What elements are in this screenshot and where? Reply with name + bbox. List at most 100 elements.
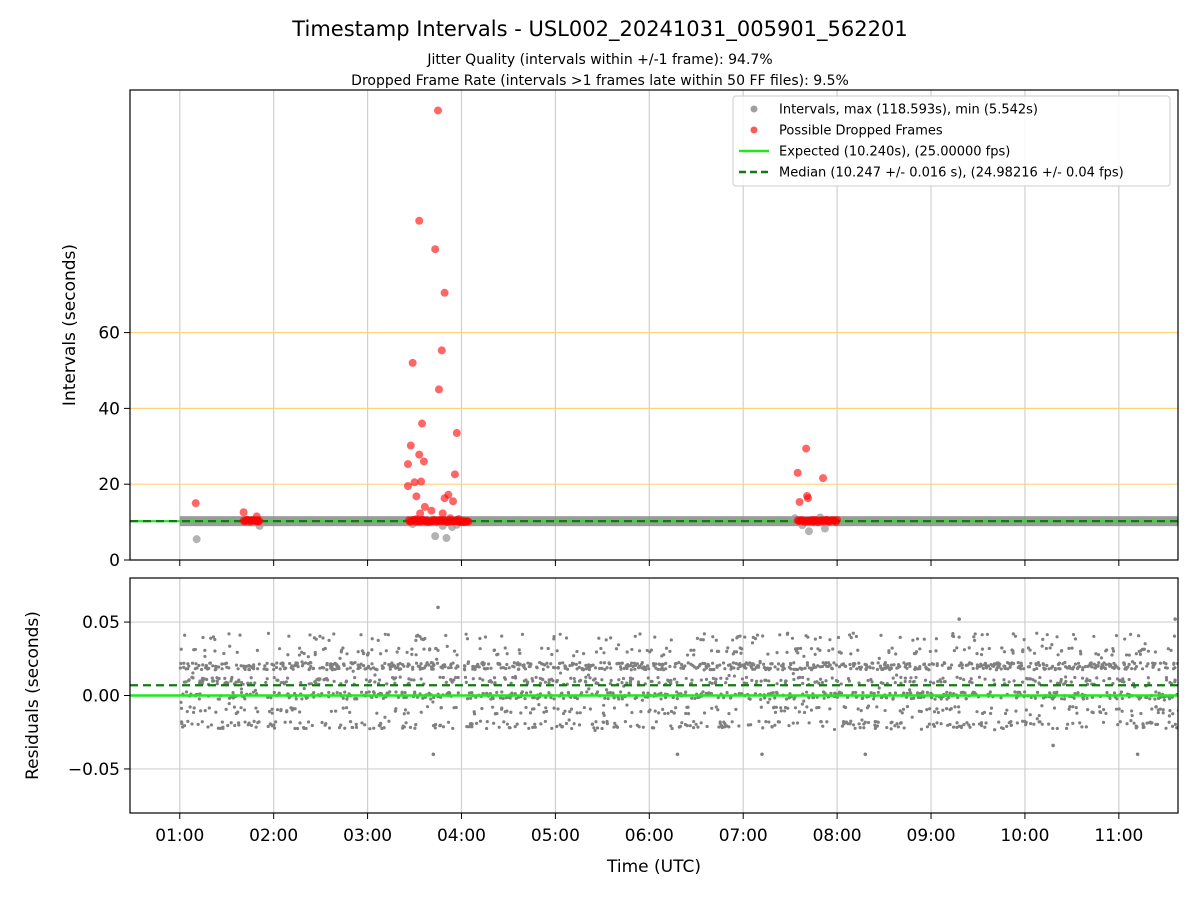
residual-point <box>851 723 856 727</box>
residual-point <box>505 722 510 726</box>
residual-point <box>337 666 341 671</box>
residual-point <box>1028 648 1032 652</box>
residual-point <box>939 722 943 726</box>
residual-point <box>967 723 971 727</box>
residual-point <box>628 679 633 683</box>
residual-point <box>519 711 523 715</box>
residual-point <box>853 661 857 666</box>
residual-point <box>719 676 723 680</box>
residual-point <box>1075 711 1079 715</box>
residual-point <box>680 721 684 725</box>
residual-point <box>419 677 423 681</box>
residual-point <box>564 636 569 640</box>
residual-point <box>518 651 522 655</box>
residual-point <box>639 710 643 714</box>
residual-point <box>1165 666 1169 670</box>
residual-point <box>341 646 345 650</box>
residual-point <box>587 667 591 671</box>
residual-point <box>921 691 925 695</box>
residual-point <box>1097 661 1101 665</box>
residual-point <box>402 712 406 716</box>
residual-point <box>755 633 760 637</box>
residual-point <box>723 722 727 726</box>
residual-point <box>890 646 894 650</box>
residual-point <box>603 696 607 700</box>
residual-point <box>604 638 608 642</box>
residual-point <box>1132 721 1136 725</box>
residual-point <box>672 677 677 681</box>
residual-point <box>553 666 557 670</box>
dropped-frame-point <box>410 478 419 487</box>
residual-point <box>179 700 183 704</box>
residual-point <box>318 634 322 638</box>
residual-point <box>905 666 909 670</box>
residual-point <box>467 725 471 729</box>
residual-point <box>393 681 397 685</box>
residual-point <box>380 666 385 671</box>
residual-point <box>957 663 962 668</box>
residual-point <box>919 727 924 731</box>
residual-point <box>525 680 530 684</box>
residual-point <box>1012 679 1016 683</box>
residual-point <box>503 677 508 681</box>
residual-point <box>370 648 374 652</box>
residual-point <box>989 706 994 710</box>
residual-point <box>1080 725 1084 729</box>
residual-point <box>204 664 208 668</box>
residual-point <box>424 664 428 668</box>
residual-point <box>1095 676 1099 680</box>
residual-point <box>785 632 789 636</box>
residual-point <box>766 700 770 704</box>
residual-point <box>300 650 304 654</box>
residual-point <box>628 664 632 668</box>
residual-point <box>1168 697 1172 701</box>
residual-point <box>243 667 247 671</box>
residual-point <box>1019 667 1023 671</box>
residual-point <box>1055 726 1059 731</box>
residual-point <box>539 722 543 726</box>
residual-point <box>901 707 906 711</box>
residual-point <box>256 710 260 714</box>
residual-point <box>473 667 477 671</box>
residual-point <box>893 681 897 685</box>
residual-point <box>348 720 353 724</box>
residual-point <box>345 697 349 701</box>
residual-point <box>552 634 556 639</box>
residual-point <box>209 723 214 727</box>
residual-point <box>388 690 392 694</box>
residual-point <box>1166 647 1170 651</box>
residual-point <box>713 681 718 685</box>
residual-point <box>1028 677 1032 681</box>
residual-point <box>992 678 996 682</box>
residual-point <box>285 676 290 680</box>
residual-point <box>1104 663 1108 667</box>
residual-point <box>1050 643 1054 647</box>
residual-point <box>621 676 626 681</box>
residual-point <box>243 720 247 724</box>
residual-point <box>997 664 1001 669</box>
residual-point <box>960 663 964 667</box>
residual-point <box>379 652 383 656</box>
residual-point <box>1042 663 1046 667</box>
residual-point <box>255 667 260 671</box>
residual-point <box>267 709 272 714</box>
residual-point <box>776 667 780 671</box>
residual-point <box>701 690 705 694</box>
residual-point <box>547 678 551 682</box>
residual-point <box>1170 724 1175 728</box>
residual-point <box>710 661 715 665</box>
residual-point <box>759 705 763 709</box>
residual-point <box>377 678 382 682</box>
residual-point <box>226 681 230 685</box>
dropped-frame-point <box>434 385 443 394</box>
residual-point <box>323 646 327 651</box>
residual-point <box>960 666 964 670</box>
residual-point <box>541 667 545 671</box>
residual-point <box>252 719 256 723</box>
time-tick-label: 08:00 <box>813 826 862 846</box>
residual-point <box>1136 634 1141 638</box>
residual-point <box>790 636 795 640</box>
residual-point <box>837 665 842 669</box>
dropped-frame-point <box>449 497 458 506</box>
residual-point <box>1172 634 1177 638</box>
